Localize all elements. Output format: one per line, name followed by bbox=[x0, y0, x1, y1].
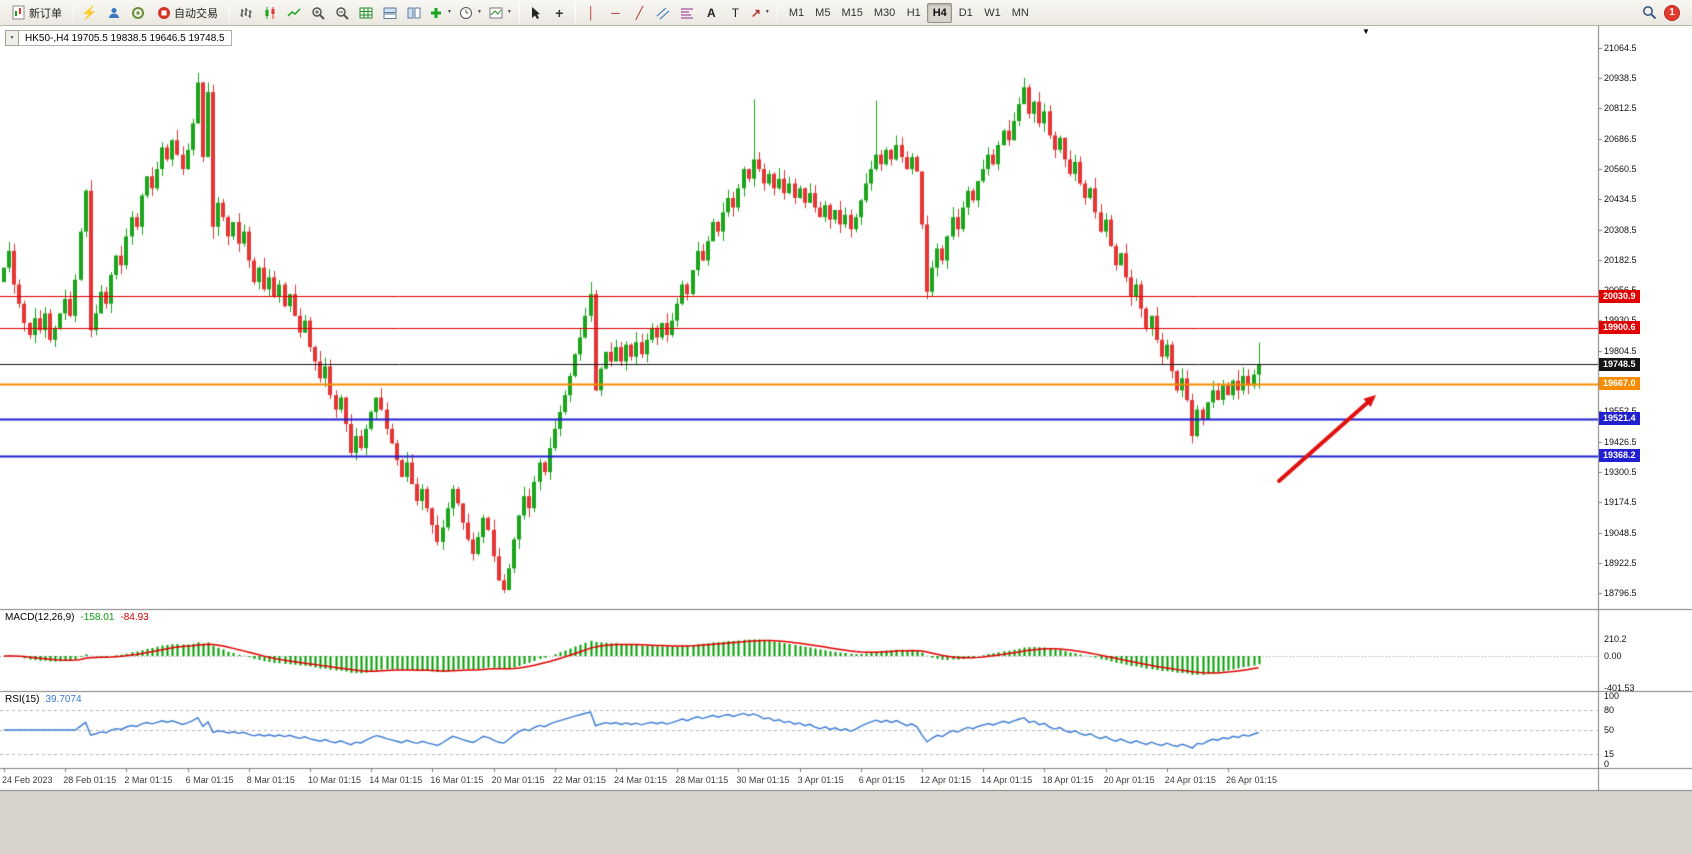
fibonacci-icon bbox=[681, 8, 694, 18]
headset-icon bbox=[131, 6, 144, 19]
horizontal-line-button[interactable]: ─ bbox=[604, 2, 627, 24]
timeframe-button-h1[interactable]: H1 bbox=[901, 3, 926, 23]
chart-title: HK50-,H4 19705.5 19838.5 19646.5 19748.5 bbox=[19, 30, 232, 46]
label-tool-button[interactable]: T bbox=[724, 2, 747, 24]
arrow-tool-icon: ↗ bbox=[750, 5, 761, 20]
toolbar-separator bbox=[73, 3, 74, 22]
candlestick-chart-button[interactable] bbox=[258, 2, 281, 24]
templates-button[interactable]: ▼ bbox=[486, 2, 515, 24]
rsi-value: 39.7074 bbox=[45, 694, 82, 705]
bar-chart-button[interactable] bbox=[234, 2, 257, 24]
indicators-button[interactable]: ▼ bbox=[426, 2, 455, 24]
template-icon bbox=[489, 7, 503, 18]
vertical-line-button[interactable]: │ bbox=[580, 2, 603, 24]
text-tool-icon: A bbox=[707, 5, 716, 20]
fibonacci-button[interactable] bbox=[676, 2, 699, 24]
channel-icon bbox=[657, 7, 670, 19]
new-order-button[interactable]: 新订单 bbox=[4, 2, 69, 24]
rsi-indicator-label: RSI(15) 39.7074 bbox=[5, 694, 82, 705]
notification-badge[interactable]: 1 bbox=[1664, 4, 1680, 21]
label-tool-icon: T bbox=[731, 5, 740, 20]
macd-indicator-label: MACD(12,26,9) -158.01 -84.93 bbox=[5, 612, 149, 623]
toolbar-separator bbox=[518, 3, 520, 22]
candlestick-chart-canvas[interactable] bbox=[0, 26, 1692, 854]
crosshair-button[interactable]: + bbox=[548, 2, 571, 24]
auto-trading-icon bbox=[158, 6, 170, 19]
zoom-in-icon bbox=[311, 6, 325, 20]
person-icon bbox=[108, 7, 119, 18]
auto-trading-label: 自动交易 bbox=[174, 7, 218, 20]
tile-horizontal-icon bbox=[383, 7, 396, 19]
timeframe-button-h4[interactable]: H4 bbox=[927, 2, 953, 23]
bar-chart-icon bbox=[240, 7, 251, 18]
grid-icon bbox=[359, 7, 372, 18]
lightning-icon: ⚡ bbox=[81, 5, 98, 20]
clock-icon bbox=[459, 6, 472, 19]
chevron-down-icon: ▼ bbox=[476, 9, 482, 15]
candlestick-icon bbox=[265, 6, 274, 19]
text-tool-button[interactable]: A bbox=[700, 2, 723, 24]
profile-button[interactable] bbox=[102, 2, 125, 24]
timeframe-button-d1[interactable]: D1 bbox=[953, 3, 978, 23]
trendline-button[interactable]: ╱ bbox=[628, 2, 651, 24]
new-order-label: 新订单 bbox=[29, 7, 62, 20]
cascade-windows-button[interactable] bbox=[402, 2, 425, 24]
search-icon bbox=[1643, 6, 1657, 20]
chart-window: ▼ HK50-,H4 19705.5 19838.5 19646.5 19748… bbox=[0, 26, 1692, 854]
timeframe-button-w1[interactable]: W1 bbox=[979, 3, 1006, 23]
zoom-out-button[interactable] bbox=[330, 2, 353, 24]
trendline-icon: ╱ bbox=[635, 5, 643, 20]
zoom-in-button[interactable] bbox=[306, 2, 329, 24]
macd-name: MACD(12,26,9) bbox=[5, 612, 75, 623]
macd-value-signal: -84.93 bbox=[120, 612, 149, 623]
line-chart-icon bbox=[286, 7, 301, 17]
chevron-down-icon: ▼ bbox=[447, 9, 452, 15]
chevron-down-icon: ▼ bbox=[764, 9, 770, 15]
toolbar-separator bbox=[574, 3, 576, 22]
zoom-out-icon bbox=[335, 6, 349, 20]
timeframe-group: M1 M5 M15 M30 H1 H4 D1 W1 MN bbox=[784, 2, 1034, 23]
cursor-button[interactable] bbox=[524, 2, 547, 24]
timeframe-button-m15[interactable]: M15 bbox=[836, 3, 867, 23]
timeframe-button-m30[interactable]: M30 bbox=[869, 3, 900, 23]
period-menu-button[interactable]: ▼ bbox=[456, 2, 485, 24]
toolbar-separator bbox=[229, 3, 230, 22]
rsi-name: RSI(15) bbox=[5, 694, 40, 705]
toolbar: 新订单 ⚡ 自动交易 bbox=[0, 0, 1692, 26]
one-click-trading-toggle[interactable]: ▼ bbox=[5, 30, 19, 46]
new-order-icon bbox=[12, 5, 25, 20]
toolbar-separator bbox=[776, 3, 778, 22]
crosshair-icon: + bbox=[555, 4, 564, 21]
channel-button[interactable] bbox=[652, 2, 675, 24]
indicators-plus-icon bbox=[431, 7, 441, 18]
tile-windows-button[interactable] bbox=[378, 2, 401, 24]
cursor-icon bbox=[532, 6, 541, 19]
search-button[interactable] bbox=[1638, 2, 1661, 24]
timeframe-button-m5[interactable]: M5 bbox=[810, 3, 835, 23]
vertical-line-icon: │ bbox=[587, 5, 596, 20]
timeframe-button-mn[interactable]: MN bbox=[1007, 3, 1034, 23]
chevron-down-icon: ▼ bbox=[506, 9, 512, 15]
arrows-tool-button[interactable]: ↗ ▼ bbox=[748, 2, 773, 24]
timeframe-button-m1[interactable]: M1 bbox=[784, 3, 809, 23]
grid-button[interactable] bbox=[354, 2, 377, 24]
community-button[interactable] bbox=[126, 2, 149, 24]
auto-trading-button[interactable]: 自动交易 bbox=[150, 2, 225, 24]
tile-vertical-icon bbox=[407, 7, 420, 18]
symbol-title-box: ▼ HK50-,H4 19705.5 19838.5 19646.5 19748… bbox=[5, 30, 232, 46]
quick-trade-button[interactable]: ⚡ bbox=[78, 2, 101, 24]
chart-shift-marker-icon[interactable]: ▼ bbox=[1362, 27, 1370, 36]
line-chart-button[interactable] bbox=[282, 2, 305, 24]
macd-value-main: -158.01 bbox=[80, 612, 115, 623]
horizontal-line-icon: ─ bbox=[611, 5, 620, 20]
